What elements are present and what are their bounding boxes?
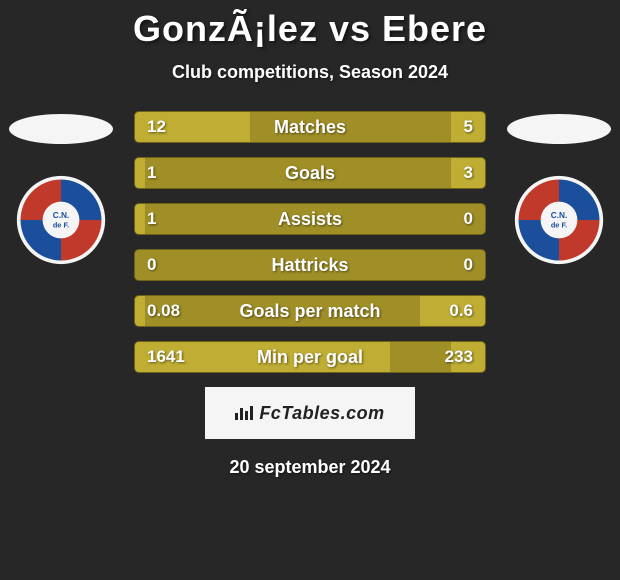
stat-value-right: 0 bbox=[464, 204, 473, 234]
stat-row-goals: 1 Goals 3 bbox=[134, 157, 486, 189]
stat-label: Hattricks bbox=[135, 250, 485, 280]
club-badge-left: C.N. de F. bbox=[15, 174, 107, 266]
brand-icon bbox=[235, 406, 253, 420]
stat-row-goals-per-match: 0.08 Goals per match 0.6 bbox=[134, 295, 486, 327]
stat-row-assists: 1 Assists 0 bbox=[134, 203, 486, 235]
date-label: 20 september 2024 bbox=[0, 457, 620, 478]
svg-text:C.N.: C.N. bbox=[551, 211, 568, 220]
brand-label: FcTables.com bbox=[259, 403, 384, 424]
stat-value-right: 0.6 bbox=[449, 296, 473, 326]
stat-value-right: 5 bbox=[464, 112, 473, 142]
svg-text:C.N.: C.N. bbox=[53, 211, 70, 220]
stat-row-matches: 12 Matches 5 bbox=[134, 111, 486, 143]
svg-text:de F.: de F. bbox=[53, 220, 69, 229]
stat-label: Goals bbox=[135, 158, 485, 188]
stat-label: Goals per match bbox=[135, 296, 485, 326]
subtitle: Club competitions, Season 2024 bbox=[0, 62, 620, 83]
stat-row-min-per-goal: 1641 Min per goal 233 bbox=[134, 341, 486, 373]
stat-value-right: 3 bbox=[464, 158, 473, 188]
stat-row-hattricks: 0 Hattricks 0 bbox=[134, 249, 486, 281]
header: GonzÃ¡lez vs Ebere Club competitions, Se… bbox=[0, 0, 620, 83]
stat-value-right: 0 bbox=[464, 250, 473, 280]
stats-container: 12 Matches 5 1 Goals 3 1 Assists 0 0 Hat… bbox=[116, 111, 504, 439]
brand-box[interactable]: FcTables.com bbox=[205, 387, 415, 439]
club-badge-right: C.N. de F. bbox=[513, 174, 605, 266]
page-title: GonzÃ¡lez vs Ebere bbox=[0, 8, 620, 50]
stat-label: Min per goal bbox=[135, 342, 485, 372]
svg-text:de F.: de F. bbox=[551, 220, 567, 229]
content: C.N. de F. 12 Matches 5 1 Goals 3 1 Assi… bbox=[0, 111, 620, 439]
player-right-avatar bbox=[507, 114, 611, 144]
stat-label: Matches bbox=[135, 112, 485, 142]
right-side: C.N. de F. bbox=[504, 111, 614, 266]
left-side: C.N. de F. bbox=[6, 111, 116, 266]
player-left-avatar bbox=[9, 114, 113, 144]
stat-value-right: 233 bbox=[445, 342, 473, 372]
stat-label: Assists bbox=[135, 204, 485, 234]
